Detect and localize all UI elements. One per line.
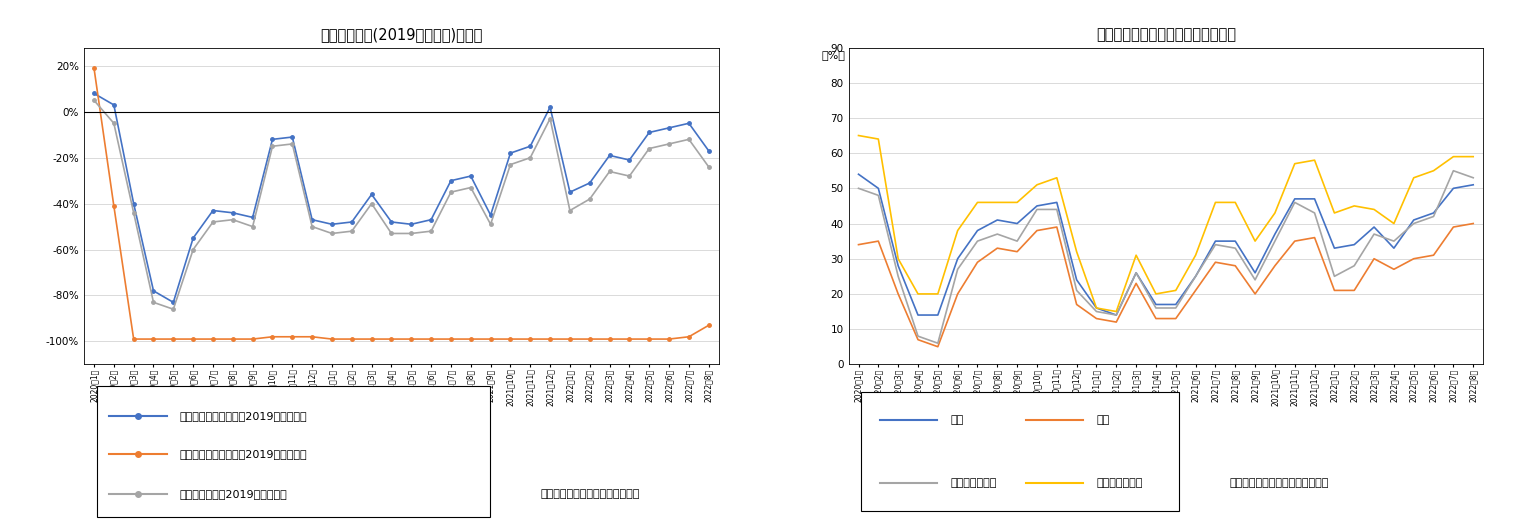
FancyBboxPatch shape — [96, 386, 491, 517]
Text: リゾートホテル: リゾートホテル — [950, 478, 997, 488]
Text: 旅館: 旅館 — [1096, 415, 1110, 425]
Text: ビジネスホテル: ビジネスホテル — [1096, 478, 1142, 488]
Text: （%）: （%） — [821, 50, 846, 60]
Text: 日本人延べ宿泊者数（2019年同月比）: 日本人延べ宿泊者数（2019年同月比） — [179, 411, 307, 421]
Text: （出典）観光庁「宿泊旅行統計」: （出典）観光庁「宿泊旅行統計」 — [1229, 478, 1329, 488]
Title: 延べ宿泊者数(2019年同月比)の推移: 延べ宿泊者数(2019年同月比)の推移 — [320, 27, 483, 42]
Text: （出典）観光庁「宿泊旅行統計」: （出典）観光庁「宿泊旅行統計」 — [541, 489, 641, 499]
Text: 延べ宿泊者数（2019年同月比）: 延べ宿泊者数（2019年同月比） — [179, 489, 287, 499]
Text: 全体: 全体 — [950, 415, 963, 425]
Title: 宿泊施設タイプ別客室稼働率の推移: 宿泊施設タイプ別客室稼働率の推移 — [1096, 27, 1235, 42]
FancyBboxPatch shape — [861, 392, 1179, 511]
Text: 外国人延べ宿泊者数（2019年同月比）: 外国人延べ宿泊者数（2019年同月比） — [179, 449, 307, 459]
